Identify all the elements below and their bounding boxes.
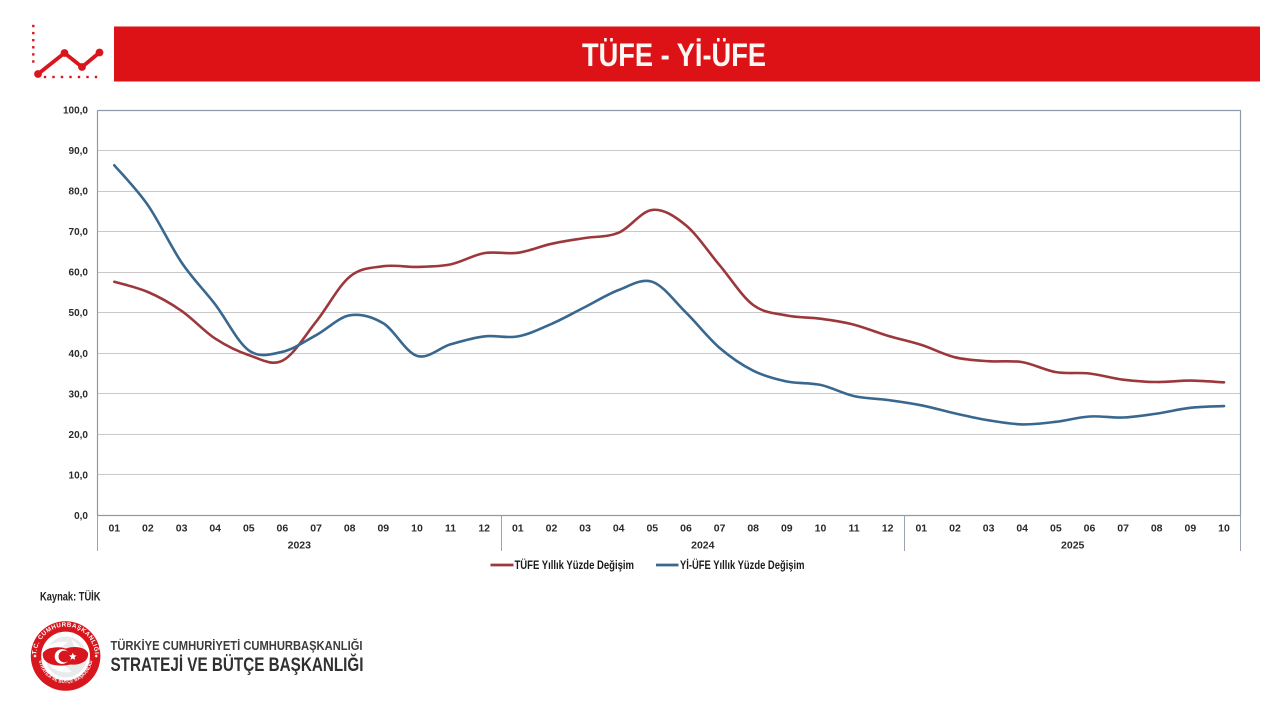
svg-text:10: 10 [411, 523, 423, 535]
svg-text:05: 05 [243, 523, 255, 535]
svg-text:0,0: 0,0 [74, 511, 88, 522]
svg-text:Kaynak: TÜİK: Kaynak: TÜİK [40, 588, 101, 603]
svg-text:03: 03 [176, 523, 188, 535]
svg-text:09: 09 [781, 523, 793, 535]
svg-text:04: 04 [209, 523, 221, 535]
svg-text:02: 02 [546, 523, 558, 535]
svg-text:90,0: 90,0 [69, 146, 89, 157]
svg-text:09: 09 [377, 523, 389, 535]
svg-text:02: 02 [949, 523, 961, 535]
svg-text:10: 10 [1218, 523, 1230, 535]
svg-text:50,0: 50,0 [69, 308, 89, 319]
svg-text:05: 05 [1050, 523, 1062, 535]
svg-text:2023: 2023 [288, 540, 312, 552]
svg-text:09: 09 [1185, 523, 1197, 535]
svg-text:30,0: 30,0 [69, 389, 89, 400]
svg-text:Yİ-ÜFE Yıllık Yüzde Değişim: Yİ-ÜFE Yıllık Yüzde Değişim [680, 557, 805, 572]
svg-text:10,0: 10,0 [69, 470, 89, 481]
svg-text:11: 11 [849, 523, 860, 535]
svg-text:70,0: 70,0 [69, 227, 89, 238]
svg-text:06: 06 [277, 523, 289, 535]
svg-text:100,0: 100,0 [63, 106, 88, 117]
svg-text:07: 07 [714, 523, 726, 535]
svg-text:06: 06 [680, 523, 692, 535]
svg-text:04: 04 [613, 523, 625, 535]
svg-text:12: 12 [478, 523, 490, 535]
svg-text:TÜFE - Yİ-ÜFE: TÜFE - Yİ-ÜFE [582, 37, 766, 73]
svg-text:07: 07 [1117, 523, 1129, 535]
svg-text:60,0: 60,0 [69, 268, 89, 279]
svg-text:11: 11 [445, 523, 456, 535]
svg-text:10: 10 [815, 523, 827, 535]
svg-text:01: 01 [108, 523, 120, 535]
svg-text:TÜRKİYE CUMHURİYETİ CUMHURBAŞK: TÜRKİYE CUMHURİYETİ CUMHURBAŞKANLIĞI [111, 638, 363, 653]
svg-text:01: 01 [915, 523, 927, 535]
svg-text:12: 12 [882, 523, 894, 535]
svg-text:20,0: 20,0 [69, 430, 89, 441]
svg-text:40,0: 40,0 [69, 349, 89, 360]
svg-text:03: 03 [983, 523, 995, 535]
svg-text:08: 08 [344, 523, 356, 535]
svg-text:07: 07 [310, 523, 322, 535]
svg-text:08: 08 [747, 523, 759, 535]
svg-text:02: 02 [142, 523, 154, 535]
svg-text:TÜFE Yıllık Yüzde Değişim: TÜFE Yıllık Yüzde Değişim [515, 557, 635, 572]
svg-text:2024: 2024 [691, 540, 715, 552]
svg-text:04: 04 [1016, 523, 1028, 535]
svg-text:06: 06 [1084, 523, 1096, 535]
svg-text:08: 08 [1151, 523, 1163, 535]
svg-text:80,0: 80,0 [69, 187, 89, 198]
svg-text:05: 05 [646, 523, 658, 535]
svg-text:01: 01 [512, 523, 524, 535]
svg-text:03: 03 [579, 523, 591, 535]
svg-text:2025: 2025 [1061, 540, 1085, 552]
svg-text:STRATEJİ VE BÜTÇE BAŞKANLIĞI: STRATEJİ VE BÜTÇE BAŞKANLIĞI [111, 654, 364, 676]
